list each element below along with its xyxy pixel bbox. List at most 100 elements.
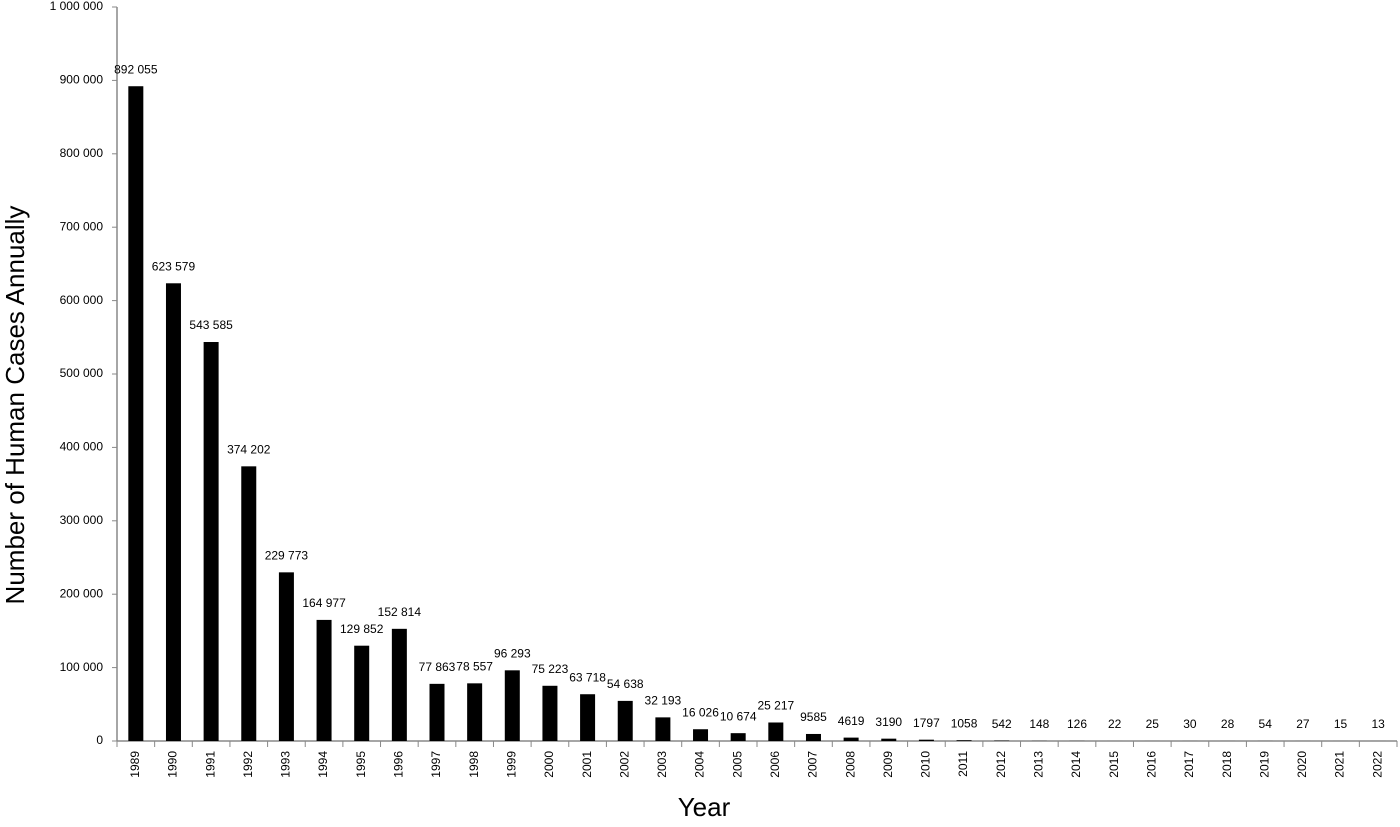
x-tick-label: 2012 bbox=[994, 751, 1008, 778]
bar bbox=[278, 572, 294, 741]
x-tick-label: 1991 bbox=[203, 751, 217, 778]
x-tick-label: 2001 bbox=[580, 751, 594, 778]
x-tick-label: 1990 bbox=[166, 751, 180, 778]
bar bbox=[617, 700, 633, 741]
bar bbox=[805, 733, 821, 741]
bar bbox=[429, 683, 445, 741]
value-label: 148 bbox=[1029, 717, 1049, 731]
x-tick-label: 1998 bbox=[467, 751, 481, 778]
x-tick-label: 2017 bbox=[1182, 751, 1196, 778]
bar bbox=[165, 283, 181, 741]
value-label: 542 bbox=[992, 717, 1012, 731]
x-tick-label: 1992 bbox=[241, 751, 255, 778]
y-tick-label: 200 000 bbox=[60, 586, 104, 600]
value-label: 54 bbox=[1259, 717, 1273, 731]
bar bbox=[542, 685, 558, 741]
bar bbox=[467, 683, 483, 741]
value-label: 22 bbox=[1108, 717, 1122, 731]
value-label: 10 674 bbox=[720, 709, 757, 723]
value-label: 77 863 bbox=[419, 660, 456, 674]
x-tick-label: 1989 bbox=[128, 751, 142, 778]
value-label: 3190 bbox=[875, 715, 902, 729]
value-label: 152 814 bbox=[378, 605, 422, 619]
x-tick-label: 2006 bbox=[768, 751, 782, 778]
bar bbox=[241, 466, 257, 741]
value-label: 30 bbox=[1183, 717, 1197, 731]
x-tick-label: 2014 bbox=[1069, 751, 1083, 778]
y-tick-label: 600 000 bbox=[60, 293, 104, 307]
x-tick-label: 2008 bbox=[843, 751, 857, 778]
value-label: 4619 bbox=[838, 714, 865, 728]
bar bbox=[730, 733, 746, 741]
bar bbox=[693, 729, 709, 741]
value-label: 1058 bbox=[951, 716, 978, 730]
value-label: 54 638 bbox=[607, 677, 644, 691]
value-label: 129 852 bbox=[340, 622, 384, 636]
value-label: 1797 bbox=[913, 716, 940, 730]
x-tick-label: 2021 bbox=[1333, 751, 1347, 778]
y-tick-label: 500 000 bbox=[60, 366, 104, 380]
x-tick-label: 2003 bbox=[655, 751, 669, 778]
x-tick-label: 2010 bbox=[919, 751, 933, 778]
value-label: 13 bbox=[1371, 717, 1385, 731]
x-tick-label: 1994 bbox=[316, 751, 330, 778]
y-tick-label: 100 000 bbox=[60, 660, 104, 674]
x-tick-label: 2022 bbox=[1370, 751, 1384, 778]
value-label: 27 bbox=[1296, 717, 1310, 731]
value-label: 75 223 bbox=[532, 662, 569, 676]
bar bbox=[655, 717, 671, 741]
y-tick-label: 900 000 bbox=[60, 73, 104, 87]
x-tick-label: 2018 bbox=[1220, 751, 1234, 778]
x-tick-label: 1999 bbox=[504, 751, 518, 778]
bar bbox=[354, 645, 370, 741]
bar bbox=[203, 342, 219, 741]
value-label: 25 217 bbox=[757, 699, 794, 713]
value-label: 15 bbox=[1334, 717, 1348, 731]
x-tick-label: 2007 bbox=[806, 751, 820, 778]
bar bbox=[128, 86, 144, 741]
bar bbox=[391, 628, 407, 741]
x-tick-label: 2000 bbox=[542, 751, 556, 778]
bar bbox=[504, 670, 520, 741]
y-axis-title: Number of Human Cases Annually bbox=[0, 206, 30, 605]
value-label: 164 977 bbox=[302, 596, 346, 610]
x-tick-label: 1993 bbox=[279, 751, 293, 778]
bar bbox=[316, 619, 332, 741]
bar bbox=[918, 739, 934, 741]
value-label: 16 026 bbox=[682, 705, 719, 719]
bar bbox=[881, 738, 897, 741]
y-tick-label: 1 000 000 bbox=[50, 0, 104, 13]
value-label: 892 055 bbox=[114, 62, 158, 76]
value-label: 78 557 bbox=[456, 660, 493, 674]
bar bbox=[580, 694, 596, 741]
y-tick-label: 400 000 bbox=[60, 440, 104, 454]
value-label: 25 bbox=[1146, 717, 1160, 731]
value-label: 96 293 bbox=[494, 646, 531, 660]
value-label: 9585 bbox=[800, 710, 827, 724]
bar bbox=[843, 737, 859, 741]
x-tick-label: 1995 bbox=[354, 751, 368, 778]
bar bbox=[956, 740, 972, 741]
value-label: 126 bbox=[1067, 717, 1087, 731]
value-label: 543 585 bbox=[189, 318, 233, 332]
x-tick-label: 2004 bbox=[693, 751, 707, 778]
bar bbox=[768, 722, 784, 741]
x-axis-title: Year bbox=[678, 792, 731, 822]
value-label: 374 202 bbox=[227, 443, 271, 457]
value-label: 28 bbox=[1221, 717, 1235, 731]
x-tick-label: 1997 bbox=[429, 751, 443, 778]
x-tick-label: 2005 bbox=[730, 751, 744, 778]
y-tick-label: 800 000 bbox=[60, 146, 104, 160]
value-label: 32 193 bbox=[645, 694, 682, 708]
x-tick-label: 2020 bbox=[1295, 751, 1309, 778]
x-tick-label: 2009 bbox=[881, 751, 895, 778]
value-label: 229 773 bbox=[265, 549, 309, 563]
y-tick-label: 300 000 bbox=[60, 513, 104, 527]
y-tick-label: 0 bbox=[96, 733, 103, 747]
x-tick-label: 2011 bbox=[956, 751, 970, 777]
x-tick-label: 2019 bbox=[1257, 751, 1271, 778]
x-tick-label: 2002 bbox=[617, 751, 631, 778]
x-tick-label: 1996 bbox=[392, 751, 406, 778]
y-tick-label: 700 000 bbox=[60, 219, 104, 233]
